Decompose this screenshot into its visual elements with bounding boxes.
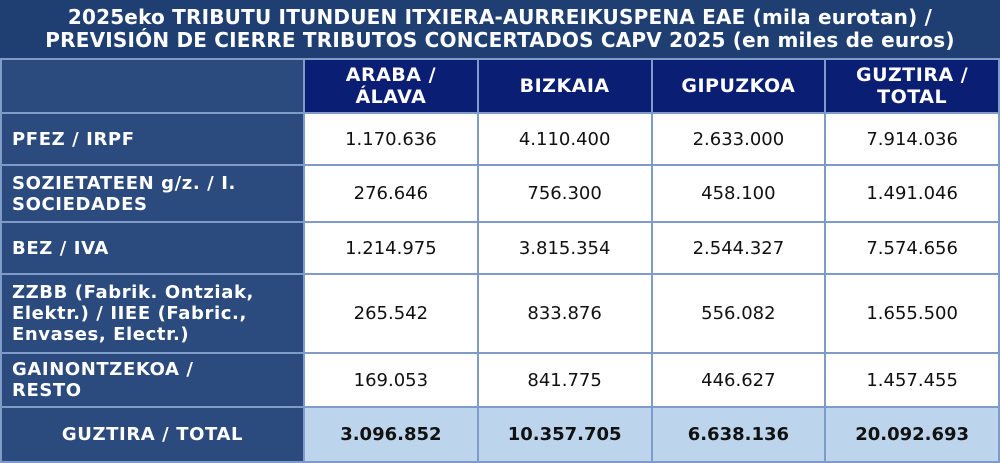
row-label-resto: GAINONTZEKOA / RESTO (0, 352, 305, 408)
column-header-bizkaia: BIZKAIA (476, 58, 653, 114)
row-label-irpf: PFEZ / IRPF (0, 112, 305, 166)
cell-gipuzkoa: 2.633.000 (650, 112, 827, 166)
cell-gipuzkoa: 2.544.327 (650, 221, 827, 275)
row-label-sociedades: SOZIETATEEN g/z. / I. SOCIEDADES (0, 164, 305, 223)
tax-forecast-table: ARABA / ÁLAVA BIZKAIA GIPUZKOA GUZTIRA /… (0, 58, 1000, 463)
cell-bizkaia: 833.876 (476, 273, 653, 354)
cell-araba: 1.170.636 (303, 112, 479, 166)
cell-bizkaia: 3.815.354 (476, 221, 653, 275)
header-row: ARABA / ÁLAVA BIZKAIA GIPUZKOA GUZTIRA /… (0, 58, 1000, 114)
table-row: BEZ / IVA 1.214.975 3.815.354 2.544.327 … (0, 221, 1000, 275)
title-line-spanish: PREVISIÓN DE CIERRE TRIBUTOS CONCERTADOS… (45, 28, 955, 52)
column-header-gipuzkoa: GIPUZKOA (650, 58, 827, 114)
row-label-iva: BEZ / IVA (0, 221, 305, 275)
column-header-total: GUZTIRA / TOTAL (824, 58, 1000, 114)
cell-araba: 169.053 (303, 352, 479, 408)
column-header-araba: ARABA / ÁLAVA (303, 58, 479, 114)
cell-total: 7.574.656 (824, 221, 1000, 275)
table-row: PFEZ / IRPF 1.170.636 4.110.400 2.633.00… (0, 112, 1000, 166)
cell-araba: 276.646 (303, 164, 479, 223)
cell-bizkaia: 841.775 (476, 352, 653, 408)
cell-total: 1.491.046 (824, 164, 1000, 223)
total-bizkaia: 10.357.705 (476, 406, 653, 463)
title-line-basque: 2025eko TRIBUTU ITUNDUEN ITXIERA-AURREIK… (67, 5, 933, 29)
total-gipuzkoa: 6.638.136 (650, 406, 827, 463)
row-label-iiee: ZZBB (Fabrik. Ontziak, Elektr.) / IIEE (… (0, 273, 305, 354)
table-title: 2025eko TRIBUTU ITUNDUEN ITXIERA-AURREIK… (0, 0, 1000, 58)
cell-bizkaia: 4.110.400 (476, 112, 653, 166)
header-corner-cell (0, 58, 305, 114)
cell-total: 7.914.036 (824, 112, 1000, 166)
cell-total: 1.457.455 (824, 352, 1000, 408)
cell-gipuzkoa: 446.627 (650, 352, 827, 408)
cell-gipuzkoa: 556.082 (650, 273, 827, 354)
table-row: SOZIETATEEN g/z. / I. SOCIEDADES 276.646… (0, 164, 1000, 223)
total-grand: 20.092.693 (824, 406, 1000, 463)
cell-total: 1.655.500 (824, 273, 1000, 354)
cell-gipuzkoa: 458.100 (650, 164, 827, 223)
row-label-total: GUZTIRA / TOTAL (0, 406, 305, 463)
table-row: ZZBB (Fabrik. Ontziak, Elektr.) / IIEE (… (0, 273, 1000, 354)
cell-araba: 265.542 (303, 273, 479, 354)
total-araba: 3.096.852 (303, 406, 479, 463)
cell-araba: 1.214.975 (303, 221, 479, 275)
cell-bizkaia: 756.300 (476, 164, 653, 223)
table-row: GAINONTZEKOA / RESTO 169.053 841.775 446… (0, 352, 1000, 408)
total-row: GUZTIRA / TOTAL 3.096.852 10.357.705 6.6… (0, 406, 1000, 463)
